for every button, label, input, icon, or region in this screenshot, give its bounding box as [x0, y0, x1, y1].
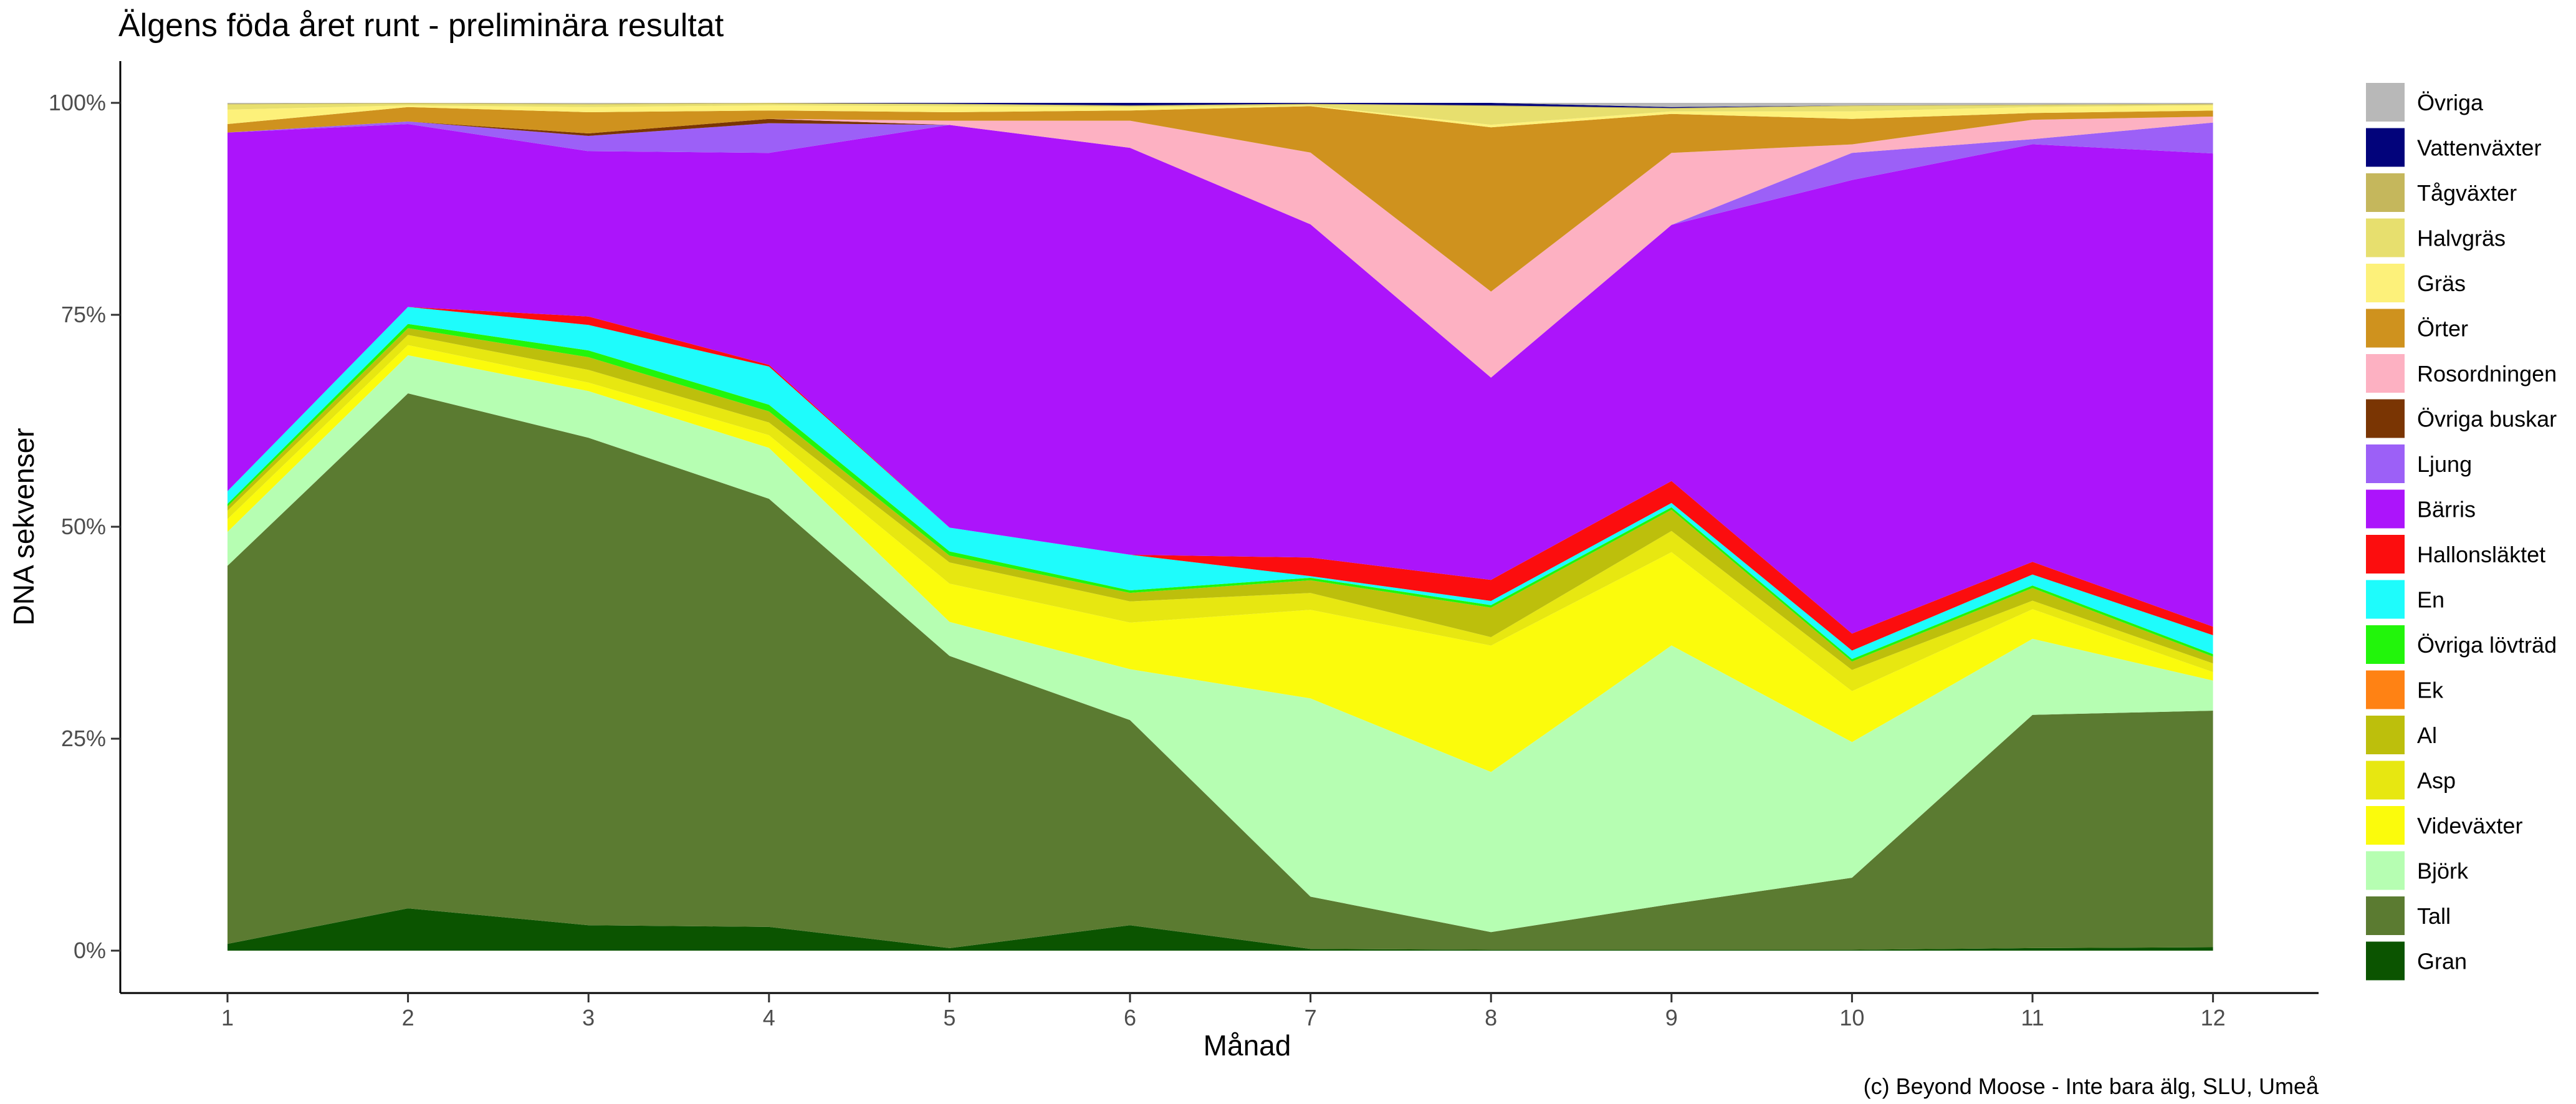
area-gran	[227, 908, 2213, 951]
area-gras	[227, 105, 2213, 128]
legend-label-tall: Tall	[2417, 903, 2451, 929]
y-axis-ticks: 0% 25% 50% 75% 100%	[49, 90, 120, 963]
x-tick-label: 3	[582, 1005, 595, 1030]
legend-swatch-tagvaxter	[2366, 173, 2405, 212]
legend-label-rosordningen: Rosordningen	[2417, 361, 2557, 386]
legend-swatch-ovriga-buskar	[2366, 399, 2405, 438]
legend-swatch-halvgras	[2366, 218, 2405, 257]
x-tick-label: 4	[763, 1005, 775, 1030]
y-tick-label: 0%	[74, 938, 106, 963]
legend-label-bjork: Björk	[2417, 858, 2469, 884]
legend-swatch-en	[2366, 580, 2405, 619]
legend-label-ek: Ek	[2417, 678, 2444, 703]
legend: Övriga Vattenväxter Tågväxter Halvgräs Gräs Ö…	[2366, 83, 2557, 981]
legend-label-en: En	[2417, 587, 2444, 613]
legend-label-ovriga-lovtrad: Övriga lövträd	[2417, 632, 2557, 658]
area-ljung	[227, 121, 2213, 378]
legend-swatch-al	[2366, 716, 2405, 754]
legend-label-barris: Bärris	[2417, 497, 2476, 522]
x-tick-label: 2	[402, 1005, 414, 1030]
legend-swatch-tall	[2366, 896, 2405, 935]
area-ovriga	[227, 103, 2213, 107]
area-tagvaxter	[227, 103, 2213, 109]
legend-swatch-vattenvaxter	[2366, 128, 2405, 167]
x-tick-label: 11	[2021, 1005, 2044, 1030]
area-videvaxter	[227, 345, 2213, 772]
legend-swatch-orter	[2366, 309, 2405, 348]
legend-swatch-ovriga-lovtrad	[2366, 625, 2405, 664]
legend-label-vattenvaxter: Vattenväxter	[2417, 135, 2541, 161]
legend-swatch-gras	[2366, 264, 2405, 302]
legend-label-gran: Gran	[2417, 949, 2467, 974]
y-tick-label: 100%	[49, 90, 106, 115]
x-tick-label: 8	[1485, 1005, 1497, 1030]
area-rosordningen	[227, 117, 2213, 378]
area-vattenvaxter	[227, 103, 2213, 108]
legend-label-videvaxter: Videväxter	[2417, 813, 2522, 838]
legend-swatch-barris	[2366, 489, 2405, 529]
x-tick-label: 5	[943, 1005, 955, 1030]
y-axis-title: DNA sekvenser	[7, 428, 40, 625]
legend-label-ovriga: Övriga	[2417, 90, 2484, 115]
x-axis-title: Månad	[1204, 1029, 1291, 1062]
legend-swatch-hallonslaktet	[2366, 535, 2405, 574]
legend-swatch-asp	[2366, 761, 2405, 800]
area-halvgras	[227, 103, 2213, 125]
area-bjork	[227, 355, 2213, 933]
x-tick-label: 12	[2201, 1005, 2226, 1030]
area-barris	[227, 124, 2213, 634]
x-tick-label: 9	[1665, 1005, 1678, 1030]
legend-swatch-ovriga	[2366, 83, 2405, 122]
x-tick-label: 1	[221, 1005, 234, 1030]
legend-label-hallonslaktet: Hallonsläktet	[2417, 542, 2545, 567]
x-tick-label: 10	[1839, 1005, 1864, 1030]
legend-swatch-videvaxter	[2366, 806, 2405, 845]
x-tick-label: 6	[1124, 1005, 1136, 1030]
legend-label-gras: Gräs	[2417, 271, 2466, 296]
legend-label-al: Al	[2417, 722, 2437, 748]
legend-label-ljung: Ljung	[2417, 451, 2472, 477]
legend-label-asp: Asp	[2417, 768, 2456, 794]
x-axis-ticks: 1 2 3 4 5 6 7 8 9 10 11 12	[221, 993, 2226, 1030]
y-tick-label: 25%	[61, 726, 106, 751]
legend-swatch-ek	[2366, 670, 2405, 709]
chart-caption: (c) Beyond Moose - Inte bara älg, SLU, U…	[1864, 1073, 2319, 1099]
y-tick-label: 50%	[61, 514, 106, 539]
x-tick-label: 7	[1305, 1005, 1317, 1030]
legend-label-tagvaxter: Tågväxter	[2417, 180, 2517, 206]
legend-label-ovriga-buskar: Övriga buskar	[2417, 406, 2557, 432]
area-layer	[227, 103, 2213, 951]
legend-swatch-ljung	[2366, 444, 2405, 483]
legend-swatch-bjork	[2366, 851, 2405, 890]
y-tick-label: 75%	[61, 302, 106, 327]
chart-title: Älgens föda året runt - preliminära resu…	[118, 7, 724, 44]
area-tall	[227, 393, 2213, 950]
legend-label-halvgras: Halvgräs	[2417, 226, 2506, 251]
legend-label-orter: Örter	[2417, 316, 2468, 342]
legend-swatch-rosordningen	[2366, 354, 2405, 393]
legend-swatch-gran	[2366, 941, 2405, 981]
